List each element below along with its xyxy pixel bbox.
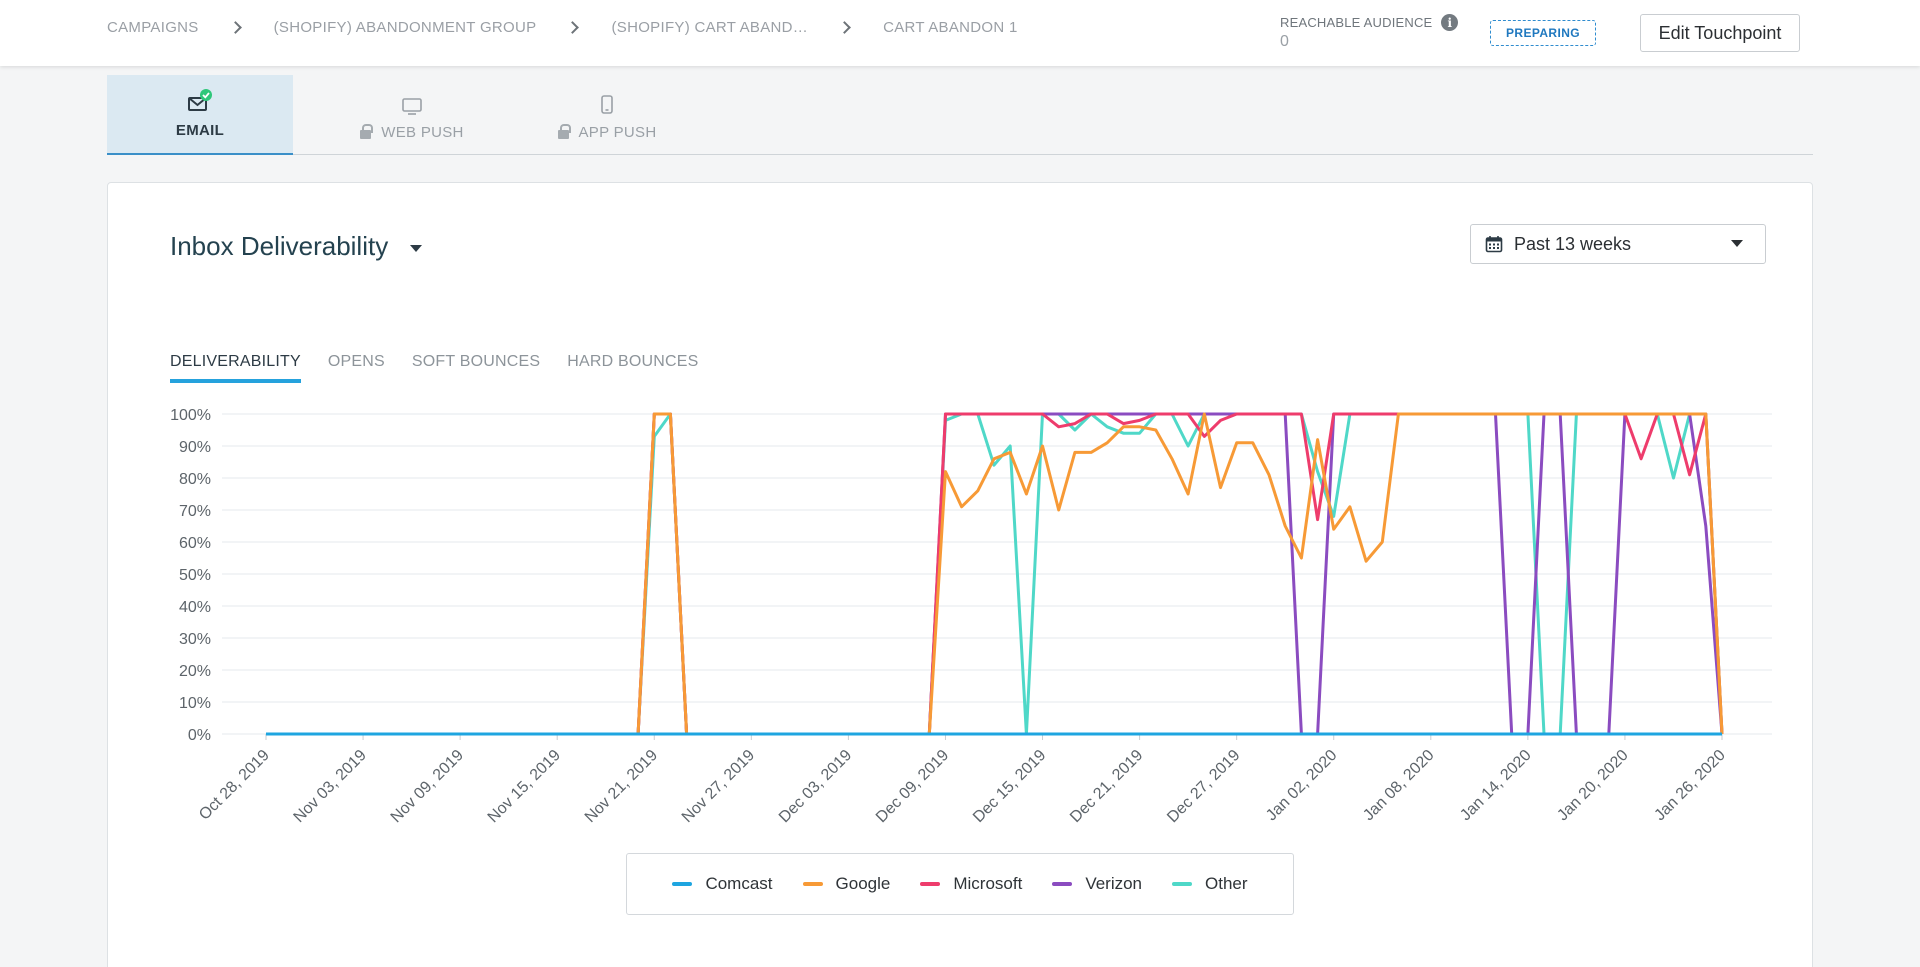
lock-icon — [360, 124, 374, 139]
tab-app-push-label: APP PUSH — [578, 124, 657, 141]
tab-app-push[interactable]: APP PUSH — [522, 75, 692, 155]
phone-icon — [601, 95, 613, 114]
tab-email[interactable]: EMAIL — [107, 75, 293, 155]
report-selector[interactable]: Inbox Deliverability — [170, 231, 423, 262]
x-tick-label: Nov 21, 2019 — [582, 747, 661, 826]
status-badge: PREPARING — [1490, 20, 1596, 46]
y-tick-label: 20% — [179, 663, 211, 680]
legend-swatch — [1052, 882, 1073, 886]
legend-item-google[interactable]: Google — [802, 874, 891, 894]
y-tick-label: 30% — [179, 631, 211, 648]
channel-tabs: EMAIL WEB PUSH APP PUSH — [107, 75, 1813, 155]
top-bar: CAMPAIGNS (SHOPIFY) ABANDONMENT GROUP (S… — [0, 0, 1920, 66]
edit-touchpoint-button[interactable]: Edit Touchpoint — [1640, 14, 1800, 52]
legend-item-comcast[interactable]: Comcast — [672, 874, 773, 894]
x-tick-label: Jan 02, 2020 — [1263, 747, 1341, 825]
legend-label: Verizon — [1085, 874, 1143, 893]
y-tick-label: 10% — [179, 695, 211, 712]
x-tick-label: Dec 03, 2019 — [776, 747, 855, 826]
report-title: Inbox Deliverability — [170, 231, 389, 261]
x-tick-label: Nov 09, 2019 — [388, 747, 467, 826]
legend-item-verizon[interactable]: Verizon — [1052, 874, 1142, 894]
y-tick-label: 0% — [188, 727, 211, 744]
monitor-icon — [402, 98, 422, 115]
x-tick-label: Dec 15, 2019 — [970, 747, 1049, 826]
calendar-icon — [1485, 236, 1503, 253]
tab-web-push-label: WEB PUSH — [381, 124, 464, 141]
y-tick-label: 100% — [170, 407, 211, 424]
report-card: Inbox Deliverability Past 13 weeks DELIV… — [107, 182, 1813, 967]
series-line-google — [266, 412, 1724, 736]
y-tick-label: 80% — [179, 471, 211, 488]
reachable-audience-value: 0 — [1280, 33, 1289, 50]
breadcrumb-campaigns[interactable]: CAMPAIGNS — [107, 18, 199, 36]
reachable-audience: REACHABLE AUDIENCE i 0 — [1280, 14, 1459, 51]
caret-down-icon — [1731, 240, 1743, 247]
x-tick-label: Nov 03, 2019 — [291, 747, 370, 826]
y-tick-label: 40% — [179, 599, 211, 616]
y-tick-label: 60% — [179, 535, 211, 552]
chevron-right-icon — [566, 20, 580, 34]
x-tick-label: Jan 08, 2020 — [1360, 747, 1438, 825]
x-tick-label: Dec 21, 2019 — [1067, 747, 1146, 826]
legend-swatch — [672, 882, 693, 886]
chevron-right-icon — [838, 20, 851, 34]
x-tick-label: Nov 15, 2019 — [485, 747, 564, 826]
date-range-value: Past 13 weeks — [1514, 233, 1632, 254]
x-tick-label: Jan 14, 2020 — [1457, 747, 1535, 825]
caret-down-icon — [410, 245, 423, 252]
breadcrumb-campaign[interactable]: (SHOPIFY) CART ABAND… — [611, 18, 809, 36]
tab-email-label: EMAIL — [175, 122, 225, 139]
tab-soft-bounces[interactable]: SOFT BOUNCES — [411, 353, 541, 370]
legend-swatch — [802, 882, 823, 886]
legend-item-microsoft[interactable]: Microsoft — [920, 874, 1022, 894]
legend-item-other[interactable]: Other — [1172, 874, 1248, 894]
metric-tabs: DELIVERABILITY OPENS SOFT BOUNCES HARD B… — [170, 353, 726, 383]
x-tick-label: Jan 26, 2020 — [1651, 747, 1729, 825]
breadcrumb: CAMPAIGNS (SHOPIFY) ABANDONMENT GROUP (S… — [107, 0, 1018, 54]
info-icon[interactable]: i — [1441, 14, 1459, 31]
reachable-audience-label: REACHABLE AUDIENCE — [1280, 15, 1433, 30]
y-tick-label: 50% — [179, 567, 211, 584]
legend-label: Microsoft — [953, 874, 1023, 893]
lock-icon — [557, 124, 571, 139]
breadcrumb-group[interactable]: (SHOPIFY) ABANDONMENT GROUP — [273, 18, 537, 36]
legend-label: Other — [1205, 874, 1248, 893]
deliverability-chart: 0% 10% 20% 30% 40% 50% 60% 70% 80% 90% 100% Oct 28,… — [170, 407, 1772, 826]
x-tick-label: Jan 20, 2020 — [1554, 747, 1632, 825]
breadcrumb-touchpoint: CART ABANDON 1 — [883, 18, 1018, 36]
envelope-check-icon — [188, 89, 212, 111]
date-range-select[interactable]: Past 13 weeks — [1470, 224, 1766, 264]
y-tick-label: 70% — [179, 503, 211, 520]
x-tick-label: Dec 27, 2019 — [1164, 747, 1243, 826]
chart-legend: Comcast Google Microsoft Verizon Other — [626, 853, 1294, 915]
tab-web-push[interactable]: WEB PUSH — [327, 75, 497, 155]
legend-label: Comcast — [705, 874, 773, 893]
x-tick-label: Dec 09, 2019 — [873, 747, 952, 826]
tab-opens[interactable]: OPENS — [327, 353, 385, 370]
legend-label: Google — [835, 874, 891, 893]
legend-swatch — [1172, 882, 1193, 886]
tab-deliverability[interactable]: DELIVERABILITY — [170, 353, 301, 383]
chevron-right-icon — [228, 20, 242, 34]
x-tick-label: Oct 28, 2019 — [196, 747, 273, 824]
tab-hard-bounces[interactable]: HARD BOUNCES — [567, 353, 699, 370]
legend-swatch — [920, 882, 941, 886]
y-tick-label: 90% — [179, 439, 211, 456]
x-tick-label: Nov 27, 2019 — [679, 747, 758, 826]
